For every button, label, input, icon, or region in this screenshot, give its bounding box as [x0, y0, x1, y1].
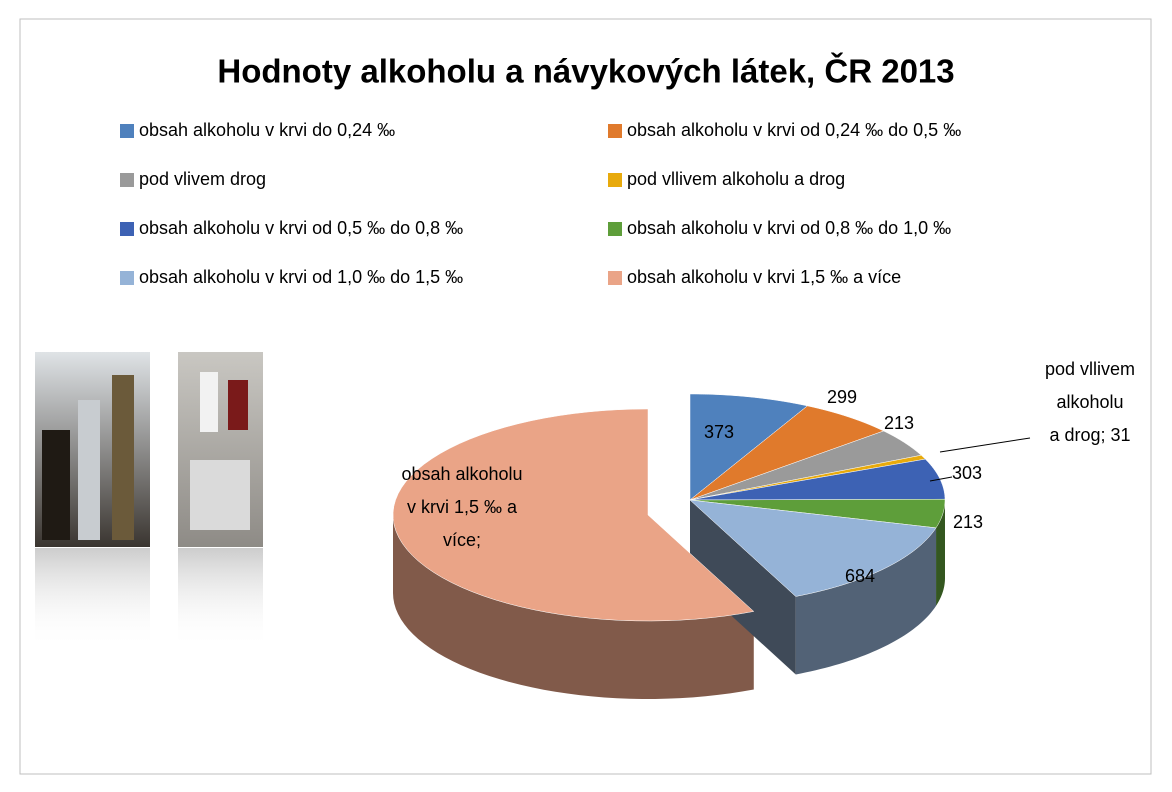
legend-label: obsah alkoholu v krvi od 0,24 ‰ do 0,5 ‰	[627, 120, 961, 140]
legend-swatch	[608, 173, 622, 187]
data-label: pod vllivem alkoholu a drog; 31	[1045, 359, 1135, 445]
legend-label: obsah alkoholu v krvi 1,5 ‰ a více	[627, 267, 901, 287]
data-label: 213	[884, 413, 914, 433]
pie-side	[936, 500, 945, 606]
data-label: 213	[953, 512, 983, 532]
chart-title: Hodnoty alkoholu a návykových látek, ČR …	[217, 52, 954, 90]
data-label: 299	[827, 387, 857, 407]
pie-slice	[689, 499, 937, 597]
data-label: 303	[952, 463, 982, 483]
pie-slice	[689, 430, 922, 501]
legend-label: obsah alkoholu v krvi od 1,0 ‰ do 1,5 ‰	[139, 267, 463, 287]
legend-label: pod vllivem alkoholu a drog	[627, 169, 845, 189]
legend-label: pod vlivem drog	[139, 169, 266, 189]
pie-slice	[689, 454, 926, 501]
legend-swatch	[608, 124, 622, 138]
pie-slice	[689, 405, 885, 501]
photos	[35, 352, 263, 648]
legend-swatch	[120, 124, 134, 138]
legend-swatch	[120, 173, 134, 187]
data-label: 373	[704, 422, 734, 442]
pie-side	[393, 515, 754, 699]
legend-label: obsah alkoholu v krvi od 0,8 ‰ do 1,0 ‰	[627, 218, 951, 238]
data-label: 684	[845, 566, 875, 586]
data-label: obsah alkoholu v krvi 1,5 ‰ a více;	[401, 464, 522, 550]
pie-tops	[392, 393, 946, 622]
leader-line	[939, 437, 1031, 453]
legend-swatch	[120, 271, 134, 285]
legend-label: obsah alkoholu v krvi do 0,24 ‰	[139, 120, 395, 140]
pie-side	[795, 527, 937, 675]
legend-swatch	[120, 222, 134, 236]
legend-swatch	[608, 271, 622, 285]
pie-sides	[393, 500, 945, 699]
pie-slice	[392, 408, 755, 622]
pie-slice	[689, 393, 808, 501]
pie-slice	[689, 498, 946, 529]
legend-swatch	[608, 222, 622, 236]
legend-label: obsah alkoholu v krvi od 0,5 ‰ do 0,8 ‰	[139, 218, 463, 238]
leader-line	[929, 476, 953, 482]
pie-face	[690, 500, 796, 675]
